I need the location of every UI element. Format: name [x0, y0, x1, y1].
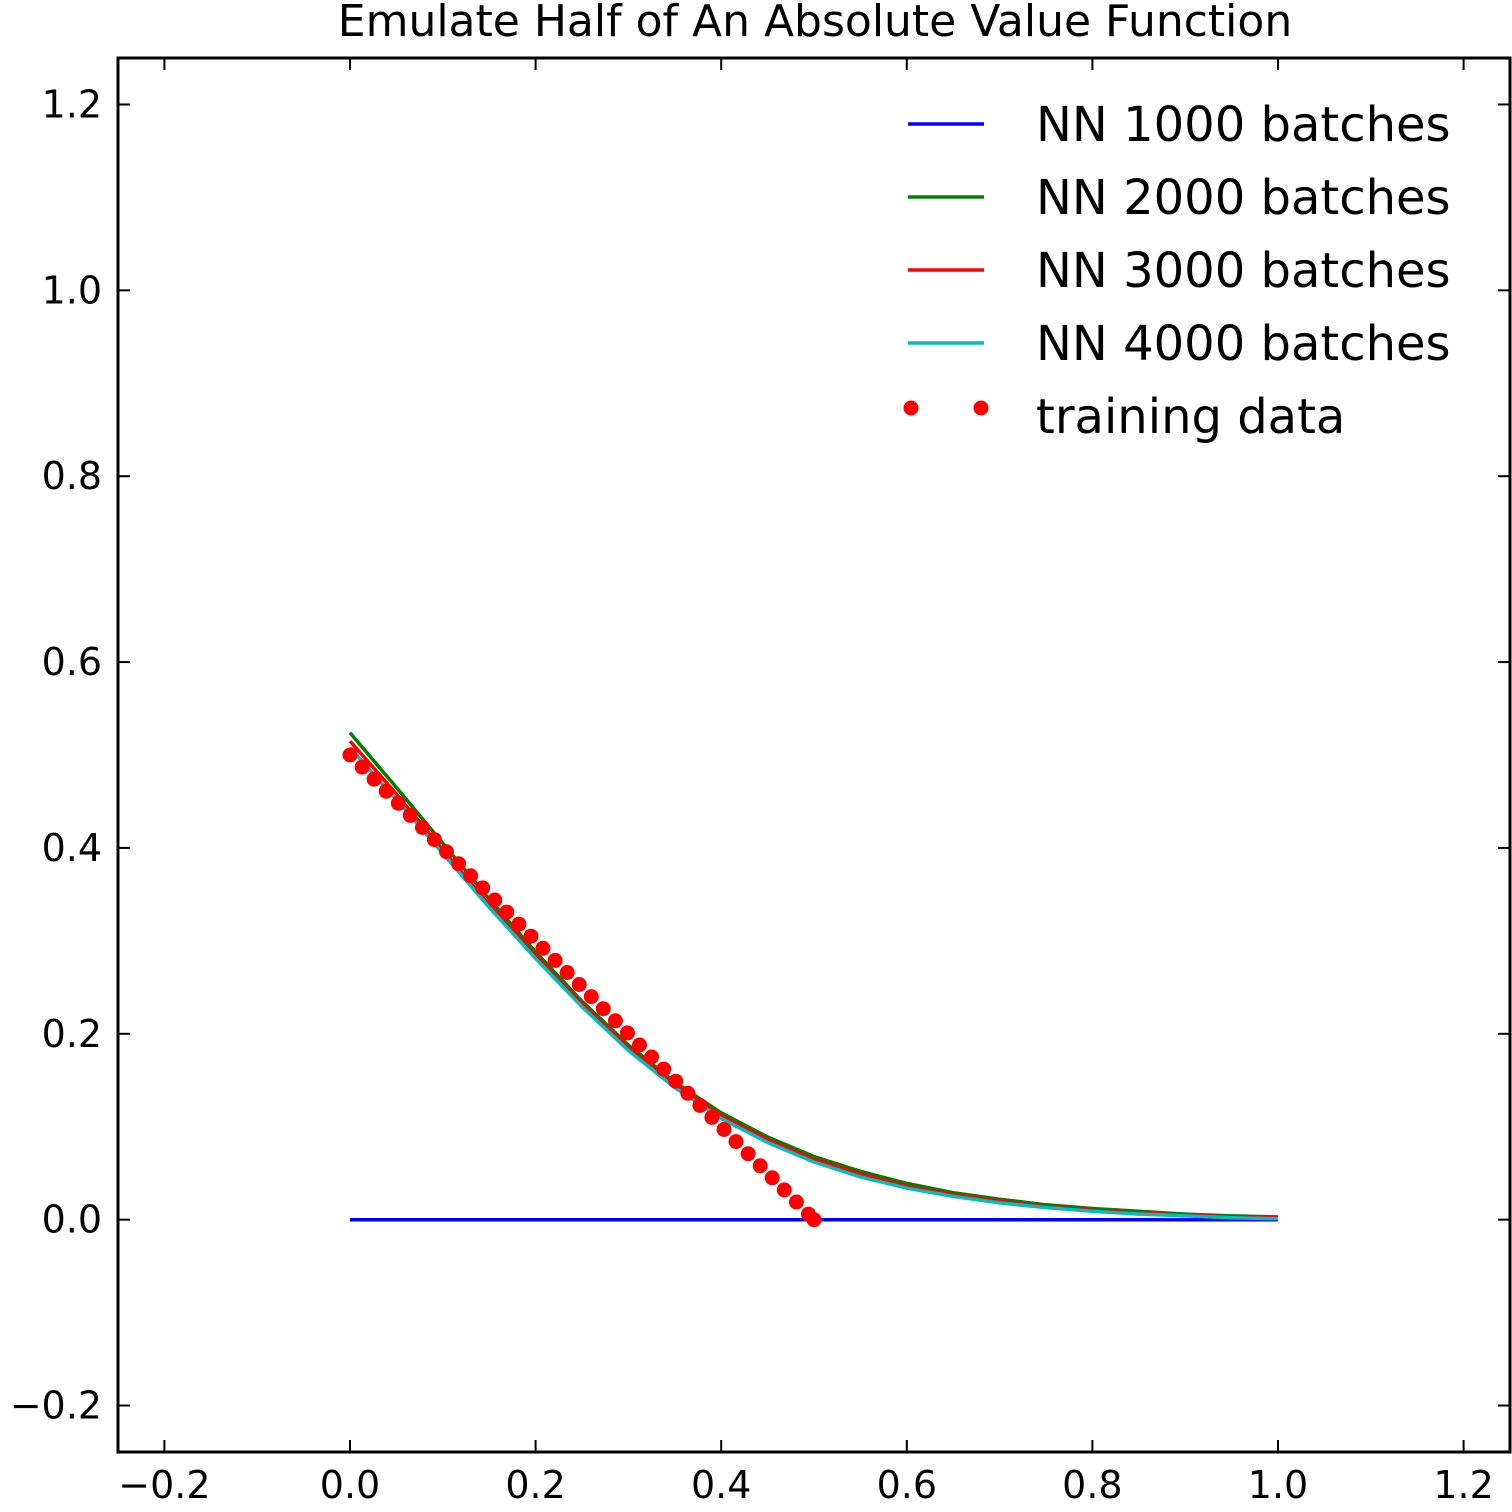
x-tick-label: 1.2: [1433, 1463, 1493, 1507]
training-data-point: [535, 940, 551, 956]
x-tick-label: 0.2: [505, 1463, 565, 1507]
y-tick-label: 1.0: [42, 268, 102, 312]
plot-frame: [116, 56, 1512, 1454]
training-data-point: [644, 1049, 660, 1065]
legend: NN 1000 batches NN 2000 batches NN 3000 ba…: [903, 97, 1451, 445]
training-data-point: [595, 1001, 611, 1017]
y-tick-label: −0.2: [10, 1384, 102, 1428]
training-data-point: [342, 747, 358, 763]
series-line-4: [348, 746, 1279, 1221]
chart-title: Emulate Half of An Absolute Value Functi…: [338, 0, 1292, 47]
y-tick-label: 0.8: [42, 454, 102, 498]
training-data-point: [402, 807, 418, 823]
training-data-point: [668, 1073, 684, 1089]
y-tick-label: 0.2: [42, 1012, 102, 1056]
training-data-point: [583, 989, 599, 1005]
legend-dot: [903, 400, 919, 416]
training-data-point: [806, 1212, 822, 1228]
training-data-point: [378, 783, 394, 799]
training-data-point: [632, 1037, 647, 1053]
training-data-point: [607, 1013, 623, 1029]
training-data-point: [559, 965, 575, 980]
training-data-point: [426, 832, 442, 848]
x-tick-label: 1.0: [1248, 1463, 1308, 1507]
y-tick-label: 0.4: [42, 826, 102, 870]
training-data-point: [475, 880, 491, 896]
training-data-point: [692, 1097, 708, 1113]
x-tick-label: 0.0: [320, 1463, 380, 1507]
training-data-point: [680, 1085, 696, 1101]
training-data-point: [656, 1061, 672, 1077]
training-data-point: [620, 1025, 635, 1041]
legend-label-3: NN 3000 batches: [1036, 243, 1451, 299]
y-tick-label: 1.2: [42, 82, 102, 126]
x-tick-label: 0.6: [877, 1463, 937, 1507]
training-data-point: [740, 1146, 756, 1162]
x-tick-label: 0.8: [1062, 1463, 1122, 1507]
training-data-point: [390, 795, 406, 811]
legend-label-1: NN 1000 batches: [1036, 97, 1451, 153]
training-data-point: [571, 977, 587, 992]
y-tick-label: 0.0: [42, 1198, 102, 1242]
training-data-point: [439, 844, 454, 860]
series-line-3: [348, 739, 1279, 1220]
ticks-layer: −0.2 0.0 0.2 0.4 0.6 0.8 1.0 1.2 −0.2 0.0 0.2 0.4 0.…: [10, 58, 1510, 1507]
training-data-point: [716, 1122, 732, 1137]
training-data-point: [547, 952, 563, 968]
training-data-point: [788, 1194, 804, 1210]
legend-label-4: NN 4000 batches: [1036, 316, 1451, 372]
training-data-point: [764, 1170, 780, 1186]
y-tick-label: 0.6: [42, 640, 102, 684]
training-data-point: [704, 1109, 720, 1125]
legend-label-5: training data: [1036, 389, 1345, 445]
training-data-point: [728, 1134, 744, 1150]
training-data-point: [776, 1182, 792, 1198]
series-line-2: [348, 731, 1279, 1219]
x-tick-label: −0.2: [118, 1463, 210, 1507]
training-data-point: [511, 916, 527, 932]
scatter-layer: [342, 747, 822, 1228]
training-data-point: [487, 892, 503, 908]
training-data-point: [499, 904, 515, 920]
training-data-point: [366, 771, 382, 787]
training-data-point: [354, 759, 370, 775]
training-data-point: [752, 1158, 768, 1174]
legend-label-2: NN 2000 batches: [1036, 170, 1451, 226]
series-layer: [348, 731, 1279, 1222]
x-tick-label: 0.4: [691, 1463, 751, 1507]
training-data-point: [414, 820, 430, 835]
training-data-point: [451, 856, 467, 872]
training-data-point: [463, 868, 479, 884]
training-data-point: [523, 928, 539, 944]
legend-dot: [973, 400, 989, 416]
